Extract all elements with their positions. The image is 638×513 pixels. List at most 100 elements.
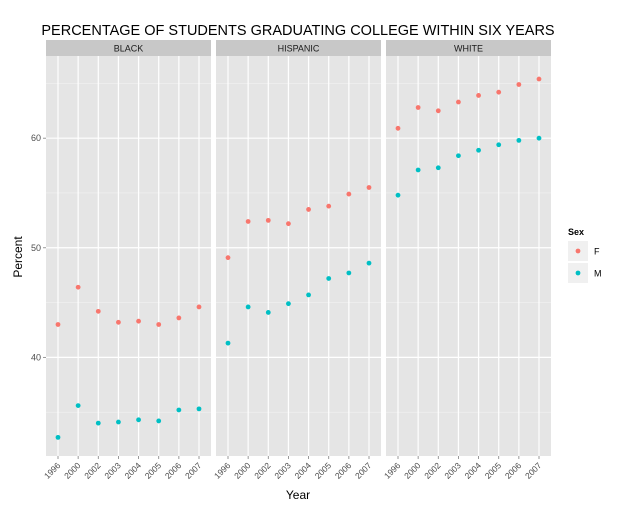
legend-items: FM [568, 241, 602, 283]
x-tick-label: 2003 [442, 460, 463, 481]
point-black-f-2003 [116, 319, 121, 325]
point-black-m-2005 [156, 418, 162, 424]
point-black-f-2006 [176, 315, 182, 321]
strip-label-black: BLACK [114, 44, 144, 54]
strip-label-hispanic: HISPANIC [278, 44, 320, 54]
x-tick-label: 2007 [353, 460, 374, 481]
x-tick-label: 2000 [402, 460, 423, 481]
x-tick-label: 2003 [272, 460, 293, 481]
x-tick-label: 2004 [293, 460, 314, 481]
point-white-f-2006 [516, 82, 522, 87]
x-tick-label: 2007 [183, 460, 204, 481]
point-hispanic-m-2005 [326, 276, 332, 281]
legend: Sex FM [568, 227, 602, 283]
x-tick-label: 2002 [252, 460, 273, 481]
x-tick-label: 2000 [232, 460, 253, 481]
y-tick-label: 40 [31, 352, 41, 362]
point-black-f-2002 [95, 308, 101, 314]
legend-title: Sex [568, 227, 584, 237]
x-axis-title: Year [286, 488, 310, 502]
point-black-m-2007 [196, 406, 202, 412]
point-white-f-1996 [395, 125, 401, 131]
x-tick-label: 2006 [333, 460, 354, 481]
point-hispanic-m-2004 [306, 292, 311, 298]
point-black-m-2004 [136, 417, 141, 423]
x-tick-label: 2005 [313, 460, 334, 481]
y-tick-label: 60 [31, 133, 41, 143]
y-axis: 40 50 60 [31, 133, 46, 362]
legend-marker-m [575, 270, 581, 276]
point-hispanic-f-2006 [346, 191, 352, 197]
x-tick-label: 1996 [212, 460, 233, 481]
panel-hispanic: HISPANIC 1996 2000 2002 2003 2004 2005 2006 2007 [212, 40, 381, 481]
panel-black: BLACK 1996 2000 2002 2003 2004 2005 2006 2007 [42, 40, 211, 481]
x-tick-label: 2004 [123, 460, 144, 481]
legend-label-f: F [594, 247, 600, 257]
point-white-f-2000 [415, 105, 421, 110]
point-hispanic-m-2007 [366, 260, 372, 266]
point-hispanic-f-2005 [326, 203, 332, 209]
point-white-f-2005 [496, 89, 502, 95]
point-black-f-2004 [136, 318, 141, 324]
y-tick-label: 50 [31, 243, 41, 253]
x-tick-label: 2003 [102, 460, 123, 481]
point-white-m-2000 [415, 167, 421, 173]
x-tick-label: 2002 [82, 460, 103, 481]
strip-hispanic [216, 40, 381, 56]
point-white-m-2003 [456, 153, 461, 159]
point-hispanic-f-2007 [366, 185, 372, 190]
point-hispanic-f-2003 [286, 221, 291, 227]
point-black-f-1996 [55, 322, 61, 327]
point-black-f-2000 [75, 284, 81, 290]
point-white-m-2004 [476, 147, 481, 153]
x-tick-label: 2006 [503, 460, 524, 481]
x-tick-label: 2007 [523, 460, 544, 481]
y-axis-title: Percent [11, 236, 25, 278]
panel-white: WHITE 1996 2000 2002 2003 2004 2005 2006 2007 [382, 40, 551, 481]
point-white-m-2007 [536, 135, 542, 141]
point-hispanic-f-2004 [306, 207, 311, 212]
x-tick-label: 1996 [42, 460, 63, 481]
point-hispanic-f-2002 [265, 217, 271, 223]
point-black-m-2003 [116, 419, 121, 425]
x-tick-label: 2006 [163, 460, 184, 481]
point-hispanic-f-1996 [225, 255, 231, 261]
strip-label-white: WHITE [454, 44, 483, 54]
chart-title: PERCENTAGE OF STUDENTS GRADUATING COLLEG… [41, 23, 554, 39]
panel-background-hispanic [216, 56, 381, 456]
x-tick-label: 1996 [382, 460, 403, 481]
x-tick-label: 2002 [422, 460, 443, 481]
point-white-m-2002 [435, 165, 441, 171]
x-tick-label: 2000 [62, 460, 83, 481]
point-hispanic-f-2000 [245, 219, 251, 224]
point-black-m-2000 [75, 403, 81, 408]
point-white-f-2004 [476, 93, 481, 98]
point-black-m-1996 [55, 434, 61, 440]
point-white-f-2007 [536, 76, 542, 82]
legend-label-m: M [594, 269, 602, 279]
point-hispanic-m-2006 [346, 270, 352, 276]
point-hispanic-m-2002 [265, 310, 271, 315]
point-black-m-2006 [176, 407, 182, 413]
point-hispanic-m-1996 [225, 340, 231, 346]
panel-background-black [46, 56, 211, 456]
panel-background-white [386, 56, 551, 456]
point-white-m-1996 [395, 192, 401, 198]
point-black-m-2002 [95, 420, 101, 426]
point-white-m-2006 [516, 137, 522, 143]
point-white-f-2003 [456, 99, 461, 105]
point-white-f-2002 [435, 108, 441, 114]
x-tick-label: 2005 [483, 460, 504, 481]
point-hispanic-m-2000 [245, 304, 251, 310]
legend-marker-f [575, 248, 581, 254]
point-black-f-2005 [156, 322, 162, 327]
strip-black [46, 40, 211, 56]
strip-white [386, 40, 551, 56]
point-white-m-2005 [496, 142, 502, 148]
point-hispanic-m-2003 [286, 301, 291, 307]
x-tick-label: 2005 [143, 460, 164, 481]
x-tick-label: 2004 [463, 460, 484, 481]
point-black-f-2007 [196, 304, 202, 310]
